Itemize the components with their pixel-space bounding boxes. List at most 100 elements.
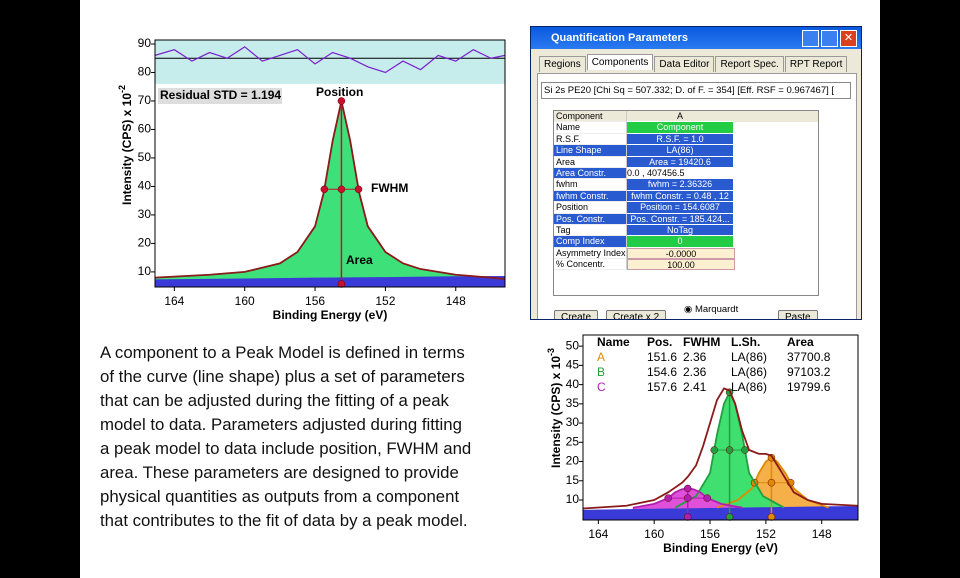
y-tick-label: 70 — [138, 93, 152, 107]
handle-dot — [337, 97, 346, 105]
param-label: % Concentr. — [554, 259, 627, 271]
param-value[interactable]: -0.0000 — [627, 247, 735, 260]
plot-frame — [582, 334, 859, 521]
grid-header-cell: A — [627, 111, 733, 123]
annotation: FWHM — [371, 181, 408, 195]
param-label: fwhm Constr. — [554, 190, 627, 203]
x-tick-label: 160 — [644, 527, 664, 541]
close-button[interactable]: ✕ — [840, 30, 857, 47]
param-label: Pos. Constr. — [554, 213, 627, 225]
create-button[interactable]: Create — [554, 310, 599, 319]
y-tick-label: 50 — [566, 338, 580, 352]
paragraph-line: a peak model to data include position, F… — [100, 439, 472, 458]
param-value[interactable]: Component — [627, 122, 733, 134]
param-label: Position — [554, 202, 627, 214]
param-value[interactable]: LA(86) — [627, 145, 733, 157]
tab[interactable]: Regions — [539, 56, 586, 72]
legend-header: Name — [597, 335, 630, 349]
param-value[interactable]: NoTag — [627, 224, 733, 237]
x-tick-label: 148 — [446, 294, 466, 308]
fit-summary: Si 2s PE20 [Chi Sq = 507.332; D. of F. =… — [541, 82, 851, 99]
legend-cell: 2.36 — [683, 350, 707, 364]
residual-band — [155, 40, 505, 84]
paragraph-line: physical quantities as outputs from a co… — [100, 487, 460, 506]
legend-cell: 157.6 — [647, 380, 677, 394]
param-value[interactable]: 100.00 — [627, 259, 735, 271]
y-tick-label: 80 — [138, 65, 152, 79]
envelope-area — [154, 100, 506, 288]
y-tick-label: 35 — [566, 396, 580, 410]
legend-cell: C — [597, 380, 606, 394]
handle-dot — [664, 494, 672, 502]
x-axis-label: Binding Energy (eV) — [663, 541, 778, 555]
legend-cell: LA(86) — [731, 350, 767, 364]
y-axis-label: Intensity (CPS) x 10-2 — [117, 85, 134, 205]
legend-cell: 2.36 — [683, 365, 707, 379]
legend-cell: 2.41 — [683, 380, 707, 394]
param-value[interactable]: 0.0 , 407456.5 — [627, 167, 733, 180]
tab[interactable]: RPT Report — [784, 56, 848, 72]
tab[interactable]: Components — [586, 54, 654, 70]
handle-dot — [320, 185, 329, 194]
x-tick-label: 160 — [235, 294, 255, 308]
handle-dot — [354, 185, 363, 194]
param-value[interactable]: Pos. Constr. = 185.424... — [627, 213, 733, 225]
legend-cell: LA(86) — [731, 380, 767, 394]
param-value[interactable]: fwhm = 2.36326 — [627, 179, 733, 191]
paragraph-line: A component to a Peak Model is defined i… — [100, 343, 465, 362]
x-tick-label: 152 — [375, 294, 395, 308]
grid-row: fwhm Constr. fwhm Constr. = 0.48 , 12 — [554, 190, 818, 203]
param-value[interactable]: Position = 154.6087 — [627, 202, 733, 214]
grid-row: Position Position = 154.6087 — [554, 202, 818, 214]
create-x2-button[interactable]: Create x 2 — [606, 310, 667, 319]
y-tick-label: 30 — [138, 207, 152, 221]
annotation: Area — [346, 253, 373, 267]
marquardt-option[interactable]: ◉ Marquardt — [684, 304, 739, 315]
paste-button[interactable]: Paste — [778, 310, 818, 319]
annotation: Residual STD = 1.194 — [160, 88, 281, 102]
param-value[interactable]: R.S.F. = 1.0 — [627, 133, 733, 146]
y-axis-label-exponent: -3 — [546, 348, 556, 356]
paragraph-line: model to data. Parameters adjusted durin… — [100, 415, 462, 434]
legend-cell: B — [597, 365, 605, 379]
tab[interactable]: Data Editor — [654, 56, 715, 72]
legend-header: Area — [787, 335, 814, 349]
handle-dot — [683, 494, 692, 502]
param-label: Tag — [554, 224, 627, 237]
y-tick-label: 20 — [566, 454, 580, 468]
grid-row: Area Constr. 0.0 , 407456.5 — [554, 167, 818, 180]
param-value[interactable]: fwhm Constr. = 0.48 , 12 — [627, 190, 733, 203]
y-tick-label: 10 — [566, 492, 580, 506]
y-axis-label-text: Intensity (CPS) x 10 — [549, 356, 563, 468]
y-tick-label: 15 — [566, 473, 580, 487]
minimize-button[interactable] — [802, 30, 819, 47]
tab[interactable]: Report Spec. — [715, 56, 784, 72]
param-label: Name — [554, 122, 627, 134]
legend-header: Pos. — [647, 335, 672, 349]
param-label: Asymmetry Index — [554, 247, 627, 260]
quantification-dialog: Quantification Parameters ✕ Regions Compo… — [530, 26, 862, 320]
x-tick-label: 156 — [700, 527, 720, 541]
y-axis-label: Intensity (CPS) x 10-3 — [546, 348, 563, 468]
handle-dot — [337, 280, 346, 288]
legend-cell: 151.6 — [647, 350, 677, 364]
legend-cell: 154.6 — [647, 365, 677, 379]
plot-frame — [154, 39, 506, 288]
maximize-button[interactable] — [821, 30, 838, 47]
grid-row: Tag NoTag — [554, 224, 818, 237]
grid-row: Comp Index 0 — [554, 236, 818, 248]
grid-header-row: Component A — [554, 111, 818, 123]
param-label: Comp Index — [554, 236, 627, 248]
x-tick-label: 152 — [756, 527, 776, 541]
handle-dot — [710, 446, 718, 454]
y-tick-label: 90 — [138, 36, 152, 50]
annotation-bg — [158, 88, 282, 104]
grid-row: Name Component — [554, 122, 818, 134]
param-value[interactable]: Area = 19420.6 — [627, 156, 733, 168]
y-tick-label: 10 — [138, 264, 152, 278]
paragraph-line: that contributes to the fit of data by a… — [100, 511, 468, 530]
param-value[interactable]: 0 — [627, 236, 733, 248]
paragraph: A component to a Peak Model is defined i… — [100, 341, 471, 533]
handle-dot — [767, 478, 776, 487]
y-tick-label: 40 — [566, 377, 580, 391]
